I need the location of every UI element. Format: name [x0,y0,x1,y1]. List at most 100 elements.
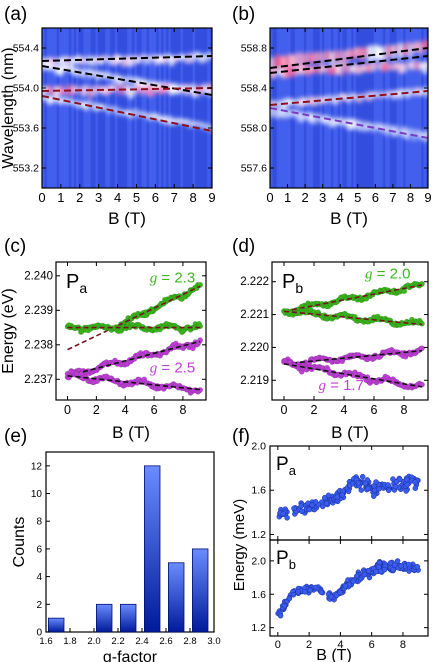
y-tick-label: 553.2 [13,163,39,175]
heatmap-stripe [414,28,418,188]
emission-blob [84,68,89,74]
emission-blob [281,56,287,68]
x-tick-label: 4 [337,190,344,205]
emission-blob [357,47,362,59]
data-point [309,502,315,508]
emission-blob [391,62,397,71]
x-tick-label: 3.0 [207,636,220,647]
heatmap-stripe [373,28,377,188]
x-tick-label: 4 [114,190,121,205]
emission-blob [91,102,97,111]
emission-blob [91,69,97,77]
emission-blob [132,54,137,65]
emission-blob [415,129,421,136]
emission-blob [187,53,193,64]
emission-blob [154,113,160,120]
x-axis-label: B (T) [331,423,369,442]
peak-label: Pa [276,454,297,478]
data-point [376,486,382,492]
emission-blob [173,56,178,63]
emission-blob [161,115,167,124]
y-tick-label: 554.0 [13,83,39,95]
emission-blob [191,83,197,96]
x-tick-label: 7 [389,190,396,205]
data-point [295,588,301,595]
emission-blob [343,93,349,101]
heatmap-stripe [127,28,130,188]
y-tick-label: 2.220 [240,342,269,354]
emission-blob [319,52,325,66]
emission-blob [69,85,75,96]
x-tick-label: 2.2 [111,636,124,647]
heatmap-emission [270,40,428,143]
heatmap-stripe [187,28,191,188]
emission-blob [121,56,126,68]
emission-blob [113,106,119,115]
x-axis-label: g-factor [103,649,158,662]
emission-blob [329,117,335,128]
emission-blob [113,74,119,84]
emission-blob [150,85,156,96]
data-point [404,476,410,483]
emission-blob [419,42,424,56]
data-point [325,492,332,499]
x-tick-label: 5 [133,190,140,205]
emission-blob [158,116,163,122]
x-tick-label: 0 [281,403,288,417]
emission-blob [125,76,130,83]
heatmap-stripe [353,28,357,188]
heatmap-stripe [175,28,179,188]
emission-blob [347,49,352,59]
emission-blob [360,47,366,61]
emission-blob [312,113,318,125]
heatmap-panel-a: 0 1 2 3 4 5 6 7 8 9 553.2 553.6 554.0 554.4 B (T) Wavel… [0,27,216,228]
heatmap-stripe [192,28,196,188]
emission-blob [65,65,71,70]
data-point [299,508,305,515]
y-tick-label: 554.4 [13,43,39,55]
emission-blob [80,69,86,78]
y-tick-label: 558.8 [241,43,267,55]
emission-blob [80,57,86,66]
x-tick-label: 0 [266,190,273,205]
emission-blob [198,122,204,128]
heatmap-stripe [44,28,48,188]
heatmap-stripe [294,28,298,188]
heatmap-stripe [387,28,391,188]
data-point [371,487,378,493]
heatmap-stripe [299,28,303,188]
emission-blob [319,96,325,104]
emission-blob [143,54,148,65]
emission-blob [371,62,376,72]
heatmap-stripe [306,28,309,188]
emission-blob [415,61,421,71]
emission-blob [69,57,75,68]
emission-blob [58,98,63,105]
x-tick-label: 8 [179,403,186,417]
emission-blob [184,55,189,64]
heatmap-stripe [54,28,58,188]
y-tick-label: 2.0 [251,555,266,567]
emission-blob [125,110,130,116]
heatmap-stripe [129,28,133,188]
energy-vs-field-plot: 1.2 1.6 2.0 Pa 1.2 1.6 2.0 Pb 0 2 4 6 8 B (T) Energy (… [231,441,429,662]
data-point [370,493,377,499]
emission-blob [295,52,300,69]
emission-blob [357,94,362,103]
x-tick-label: 1 [57,190,64,205]
emission-blob [102,71,108,80]
heatmap-stripe [122,28,126,188]
emission-blob [274,68,280,75]
emission-blob [388,63,393,70]
histogram-bar [120,603,137,633]
data-point [302,589,308,595]
emission-blob [367,45,373,62]
emission-blob [412,60,417,70]
zeeman-guide-line [42,65,212,96]
y-tick-label: 557.6 [241,163,267,175]
fit-line [283,310,423,326]
emission-blob [419,131,424,139]
emission-blob [364,121,369,132]
heatmap-stripe [394,28,397,188]
x-tick-label: 2 [311,403,318,417]
